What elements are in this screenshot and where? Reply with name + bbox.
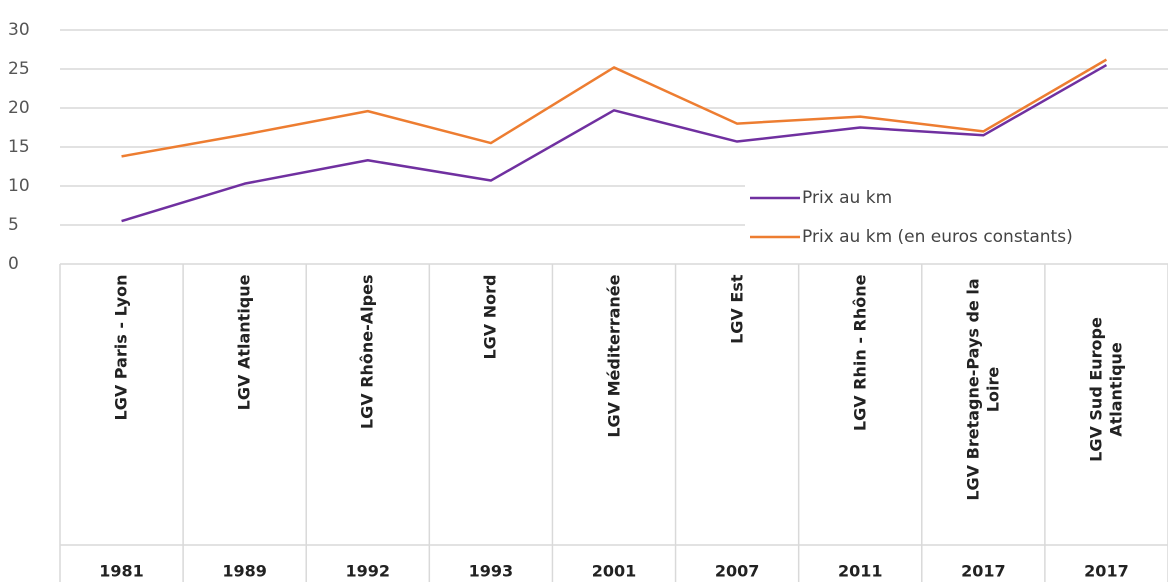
year-label: 2007 [715, 562, 760, 581]
y-tick-label: 5 [8, 215, 19, 235]
year-label: 1992 [346, 562, 391, 581]
x-tick-label: LGV Rhône-Alpes [306, 275, 430, 540]
y-tick-label: 15 [8, 137, 30, 157]
x-tick-label: LGV Sud Europe Atlantique [1044, 275, 1168, 540]
legend-label: Prix au km [802, 188, 892, 208]
x-tick-label: LGV Est [675, 275, 799, 540]
y-tick-label: 10 [8, 176, 30, 196]
x-tick-text: LGV Rhône-Alpes [357, 274, 377, 430]
y-tick-label: 20 [8, 98, 30, 118]
year-label: 2011 [838, 562, 883, 581]
legend-label: Prix au km (en euros constants) [802, 227, 1073, 247]
x-tick-text: LGV Nord [480, 274, 500, 360]
x-tick-label: LGV Paris - Lyon [60, 275, 184, 540]
line-series [121, 64, 1108, 223]
x-tick-text: LGV Bretagne-Pays de la Loire [963, 278, 1003, 501]
x-tick-label: LGV Nord [429, 275, 553, 540]
x-tick-text: LGV Rhin - Rhône [850, 274, 870, 432]
x-tick-text: LGV Paris - Lyon [111, 274, 131, 421]
y-tick-label: 30 [8, 20, 30, 40]
x-tick-label: LGV Bretagne-Pays de la Loire [921, 275, 1045, 540]
year-label: 1981 [99, 562, 144, 581]
year-label: 2001 [592, 562, 637, 581]
x-tick-text: LGV Atlantique [234, 274, 254, 411]
y-tick-label: 25 [8, 59, 30, 79]
year-label: 1993 [469, 562, 514, 581]
x-tick-text: LGV Est [727, 274, 747, 344]
y-tick-label: 0 [8, 254, 19, 274]
year-label: 1989 [222, 562, 267, 581]
year-label: 2017 [961, 562, 1006, 581]
legend-box [745, 180, 1168, 256]
x-tick-text: LGV Sud Europe Atlantique [1086, 317, 1126, 462]
x-tick-label: LGV Atlantique [183, 275, 307, 540]
x-tick-text: LGV Méditerranée [604, 274, 623, 438]
x-tick-label: LGV Rhin - Rhône [798, 275, 922, 540]
year-label: 2017 [1084, 562, 1129, 581]
line-series [121, 58, 1108, 158]
x-tick-label: LGV Méditerranée [552, 275, 676, 540]
